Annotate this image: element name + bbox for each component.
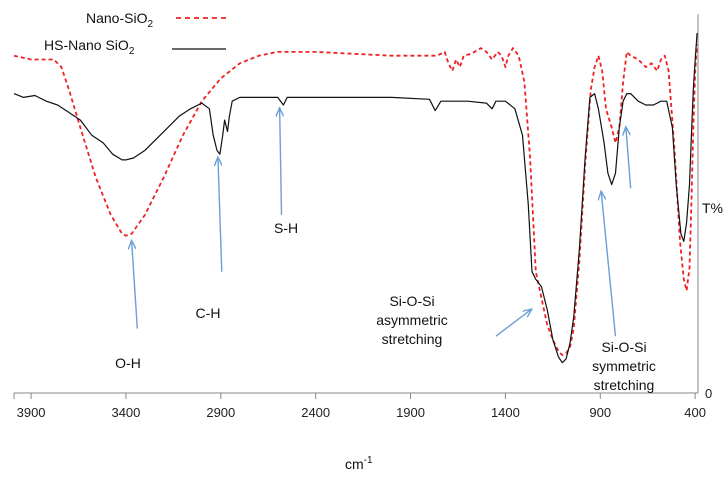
- legend-name-hs: HS-Nano SiO: [44, 37, 129, 53]
- annotation-layer: O-H C-H S-H Si-O-Si asymmetric stretching Si-O…: [115, 109, 656, 393]
- x-tick-label-3400: 3400: [111, 405, 140, 420]
- series-layer: [13, 32, 698, 364]
- annotation-arrow-sh: [280, 109, 282, 215]
- annotation-label-sh: S-H: [274, 220, 298, 236]
- annotation-arrow-oh: [132, 241, 139, 329]
- legend-label-hs-nano-sio2: HS-Nano SiO2: [44, 37, 135, 57]
- annotation-label-sym: Si-O-Si symmetric stretching: [592, 339, 656, 393]
- x-tick-label-2900: 2900: [206, 405, 235, 420]
- legend-label-nano-sio2: Nano-SiO2: [86, 10, 153, 30]
- annotation-label-asym: Si-O-Si asymmetric stretching: [376, 293, 448, 347]
- annotation-arrow-asym: [495, 310, 531, 337]
- x-tick-label-2400: 2400: [301, 405, 330, 420]
- legend-sub-hs: 2: [129, 46, 135, 57]
- series-line-hs-nano-sio2: [13, 32, 698, 364]
- series-line-nano-sio2: [13, 44, 698, 356]
- annotation-arrow-ch: [218, 158, 223, 272]
- x-tick-label-1400: 1400: [491, 405, 520, 420]
- x-axis-label-unit: cm: [345, 456, 364, 472]
- legend-sub-nano: 2: [147, 19, 153, 30]
- annotation-label-oh: O-H: [115, 355, 141, 371]
- x-axis-label: cm-1: [345, 455, 373, 472]
- annotation-label-ch: C-H: [196, 305, 221, 321]
- y-axis-label: T%: [702, 200, 723, 216]
- annotation-arrow-extra: [626, 128, 632, 189]
- annotation-arrow-sym: [601, 192, 617, 337]
- x-tick-label-3900: 3900: [17, 405, 46, 420]
- x-axis-label-sup: -1: [364, 455, 373, 466]
- legend-name-nano: Nano-SiO: [86, 10, 148, 26]
- x-tick-group: 3900 3400 2900 2400 1900 1400 900 400: [17, 393, 706, 420]
- x-tick-label-400: 400: [684, 405, 706, 420]
- y-zero-label: 0: [705, 386, 712, 401]
- x-tick-label-1900: 1900: [396, 405, 425, 420]
- legend: Nano-SiO2 HS-Nano SiO2: [44, 10, 230, 57]
- x-tick-label-900: 900: [589, 405, 611, 420]
